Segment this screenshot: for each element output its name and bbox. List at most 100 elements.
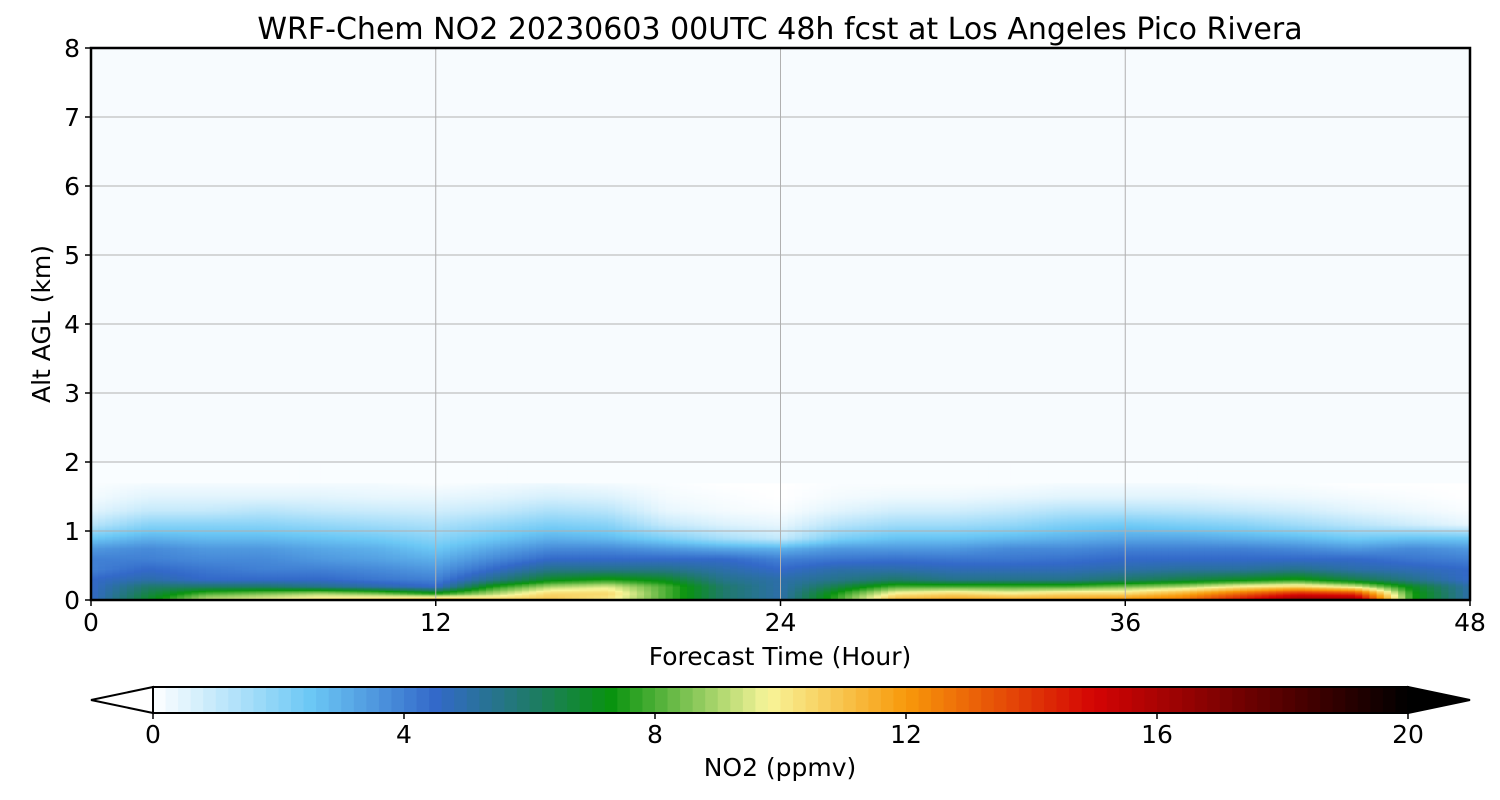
field-cell xyxy=(205,537,214,540)
field-cell xyxy=(119,546,128,549)
field-cell xyxy=(198,569,207,572)
field-cell xyxy=(184,544,193,547)
field-cell xyxy=(170,584,178,587)
field-cell xyxy=(105,482,114,485)
field-cell xyxy=(105,493,114,496)
field-cell xyxy=(227,464,236,467)
field-cell xyxy=(112,591,121,594)
field-cell xyxy=(198,528,207,531)
field-cell xyxy=(241,539,250,542)
field-cell xyxy=(134,474,142,477)
field-cell xyxy=(220,531,229,533)
field-cell xyxy=(256,526,264,529)
field-cell xyxy=(263,559,272,562)
field-cell xyxy=(220,492,229,495)
field-cell xyxy=(126,547,135,550)
field-cell xyxy=(98,514,106,517)
field-cell xyxy=(249,521,257,524)
field-cell xyxy=(191,571,200,573)
field-cell xyxy=(227,582,236,585)
field-cell xyxy=(91,566,99,569)
field-cell xyxy=(98,584,106,587)
field-cell xyxy=(184,573,193,576)
field-cell xyxy=(205,489,214,492)
field-cell xyxy=(263,464,272,467)
field-cell xyxy=(241,519,250,522)
field-cell xyxy=(98,546,106,549)
field-cell xyxy=(184,467,193,470)
field-cell xyxy=(205,522,214,525)
field-cell xyxy=(249,543,257,546)
field-cell xyxy=(184,511,193,514)
field-cell xyxy=(249,540,257,543)
field-cell xyxy=(119,473,128,476)
field-cell xyxy=(126,588,135,591)
field-cell xyxy=(134,496,142,499)
field-cell xyxy=(162,463,171,466)
field-cell xyxy=(198,583,207,586)
field-cell xyxy=(134,493,142,496)
field-cell xyxy=(141,519,150,522)
field-cell xyxy=(177,492,185,495)
field-cell xyxy=(155,564,164,567)
field-cell xyxy=(126,550,135,553)
field-cell xyxy=(256,470,264,473)
field-cell xyxy=(134,544,142,547)
field-cell xyxy=(256,473,264,476)
field-cell xyxy=(134,575,142,578)
field-cell xyxy=(91,463,99,466)
field-cell xyxy=(162,470,171,473)
field-cell xyxy=(256,597,264,600)
field-cell xyxy=(205,517,214,520)
field-cell xyxy=(249,587,257,590)
field-cell xyxy=(155,499,164,502)
field-cell xyxy=(134,593,142,596)
field-cell xyxy=(256,490,264,493)
field-cell xyxy=(263,579,272,582)
field-cell xyxy=(227,508,236,511)
field-cell xyxy=(213,587,221,590)
field-cell xyxy=(170,489,178,492)
field-cell xyxy=(256,535,264,538)
field-cell xyxy=(134,517,142,520)
field-cell xyxy=(105,470,114,473)
field-cell xyxy=(191,470,200,473)
field-cell xyxy=(220,576,229,579)
field-cell xyxy=(191,485,200,488)
field-cell xyxy=(112,562,121,565)
field-cell xyxy=(198,535,207,538)
field-cell xyxy=(263,489,272,492)
field-cell xyxy=(112,470,121,473)
field-cell xyxy=(220,546,229,549)
field-cell xyxy=(119,582,128,585)
field-cell xyxy=(191,597,200,600)
field-cell xyxy=(205,502,214,504)
field-cell xyxy=(263,569,272,572)
field-cell xyxy=(119,474,128,477)
field-cell xyxy=(220,528,229,531)
field-cell xyxy=(126,591,135,594)
field-cell xyxy=(184,582,193,585)
field-cell xyxy=(213,497,221,500)
field-cell xyxy=(126,535,135,538)
field-cell xyxy=(112,555,121,558)
field-cell xyxy=(198,506,207,509)
field-cell xyxy=(184,497,193,500)
field-cell xyxy=(91,536,99,539)
field-cell xyxy=(213,517,221,520)
field-cell xyxy=(213,536,221,539)
field-cell xyxy=(234,579,243,582)
field-cell xyxy=(198,588,207,591)
field-cell xyxy=(220,557,229,560)
field-cell xyxy=(241,584,250,587)
field-cell xyxy=(91,467,99,470)
field-cell xyxy=(112,595,121,598)
field-cell xyxy=(198,468,207,471)
field-cell xyxy=(198,542,207,545)
field-cell xyxy=(205,508,214,511)
field-cell xyxy=(227,542,236,545)
field-cell xyxy=(98,595,106,598)
field-cell xyxy=(91,548,99,551)
field-cell xyxy=(198,470,207,473)
field-cell xyxy=(205,597,214,600)
